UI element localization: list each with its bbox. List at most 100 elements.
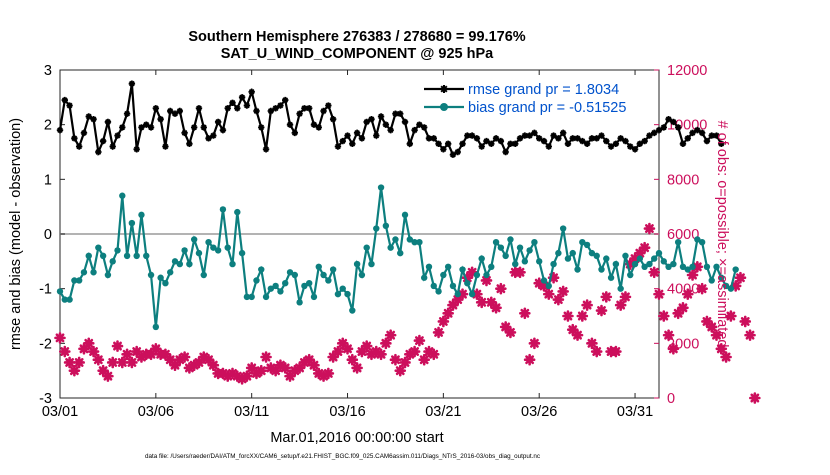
y-tick-label-left: 3: [44, 63, 52, 79]
rmse-point: [234, 105, 241, 112]
obs-marker: [312, 367, 325, 380]
bias-point: [483, 271, 490, 279]
obs-marker: [581, 299, 593, 311]
x-tick-label: 03/26: [521, 404, 557, 420]
bias-point: [296, 299, 303, 306]
rmse-point: [286, 121, 294, 128]
bias-point: [521, 258, 529, 265]
bias-point: [95, 244, 102, 251]
bias-point: [464, 280, 471, 287]
obs-marker: [475, 296, 488, 309]
obs-marker: [542, 288, 555, 300]
x-tick-label: 03/06: [138, 404, 174, 420]
rmse-point: [258, 124, 265, 131]
obs-marker: [667, 343, 680, 355]
obs-marker: [734, 271, 747, 284]
bias-point: [190, 236, 198, 243]
rmse-point: [559, 129, 567, 137]
bias-line: [59, 187, 737, 328]
bias-point: [698, 239, 706, 246]
rmse-point: [238, 94, 246, 101]
rmse-point: [516, 135, 524, 142]
bias-point: [406, 236, 414, 243]
obs-marker: [332, 345, 344, 358]
obs-marker: [78, 343, 90, 355]
bias-point: [286, 269, 294, 276]
obs-marker: [657, 310, 670, 322]
obs-marker: [490, 302, 502, 314]
obs-marker: [576, 310, 589, 322]
obs-marker: [269, 364, 282, 377]
obs-marker: [188, 359, 200, 371]
bias-point: [195, 249, 203, 257]
rmse-point: [416, 121, 423, 128]
obs-marker: [653, 288, 665, 300]
obs-marker: [610, 345, 622, 358]
obs-marker: [226, 367, 239, 380]
bias-point: [727, 285, 735, 292]
obs-marker: [207, 359, 220, 371]
obs-marker: [322, 367, 335, 380]
rmse-point: [66, 102, 73, 109]
bias-point: [440, 271, 447, 279]
bias-point: [387, 244, 394, 251]
rmse-point: [502, 148, 509, 156]
rmse-point: [186, 140, 193, 147]
bias-point: [708, 277, 715, 284]
rmse-point: [128, 80, 136, 87]
obs-marker: [121, 348, 133, 361]
obs-marker: [241, 370, 253, 382]
obs-marker: [423, 345, 435, 358]
obs-marker: [466, 266, 478, 279]
rmse-point: [444, 140, 452, 147]
obs-marker: [686, 269, 699, 281]
bias-point: [373, 225, 380, 232]
bias-point: [310, 293, 318, 301]
obs-marker: [562, 310, 574, 322]
bias-point: [258, 266, 265, 273]
rmse-point: [167, 107, 174, 115]
obs-marker: [523, 353, 536, 366]
bias-point: [502, 252, 509, 260]
rmse-point: [56, 126, 64, 134]
bias-point: [617, 285, 624, 292]
obs-marker: [174, 353, 186, 366]
x-tick-label: 03/16: [329, 404, 365, 420]
bias-point: [377, 184, 385, 191]
obs-marker: [705, 321, 718, 333]
rmse-point: [229, 99, 236, 106]
bias-point: [162, 280, 169, 287]
rmse-point: [171, 110, 179, 117]
obs-marker: [681, 288, 694, 300]
bias-point: [569, 249, 576, 257]
bias-point: [679, 263, 687, 270]
obs-marker: [82, 337, 95, 350]
obs-marker: [624, 258, 637, 270]
bias-point: [588, 249, 596, 257]
rmse-point: [329, 116, 337, 123]
rmse-point: [147, 124, 155, 131]
obs-marker: [68, 364, 81, 377]
bias-point: [167, 269, 174, 276]
rmse-point: [104, 118, 112, 126]
obs-marker: [427, 348, 440, 361]
bias-point: [526, 247, 533, 254]
obs-marker: [341, 343, 354, 355]
rmse-point: [272, 105, 279, 112]
obs-marker: [691, 261, 704, 273]
bias-point: [655, 249, 663, 257]
bias-point: [579, 239, 586, 246]
obs-marker: [164, 353, 177, 366]
bias-point: [694, 236, 701, 243]
bias-point: [329, 266, 337, 273]
rmse-point: [253, 107, 260, 115]
obs-marker: [130, 345, 143, 358]
rmse-point: [703, 137, 711, 145]
bias-point: [334, 290, 342, 298]
rmse-point: [162, 143, 169, 150]
rmse-point: [689, 129, 696, 137]
rmse-point: [377, 113, 385, 120]
legend: rmse grand pr = 1.8034 bias grand pr = -0…: [418, 76, 656, 118]
rmse-point: [75, 143, 83, 150]
